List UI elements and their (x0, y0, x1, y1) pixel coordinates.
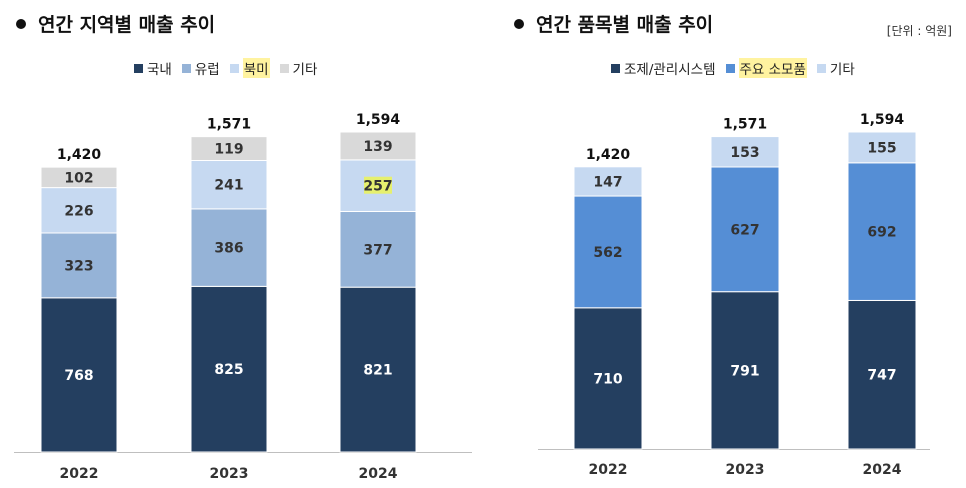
legend-region: 국내 유럽 북미 기타 (134, 58, 327, 78)
legend-label: 조제/관리시스템 (624, 62, 716, 78)
data-label: 139 (363, 139, 392, 155)
bar-segment (339, 131, 417, 161)
data-label: 692 (867, 225, 896, 241)
data-label: 323 (64, 258, 93, 274)
bullet-icon (16, 18, 26, 29)
chart-title-product: 연간 품목별 매출 추이 (514, 10, 713, 37)
chart-title: 연간 품목별 매출 추이 (536, 14, 714, 36)
legend-swatch (181, 63, 191, 73)
x-tick-label: 2023 (210, 466, 249, 482)
legend-item: 국내 (134, 58, 172, 78)
bar-segment (710, 166, 780, 293)
data-label: 562 (593, 245, 622, 261)
data-label: 155 (867, 140, 896, 156)
legend-item: 조제/관리시스템 (611, 58, 716, 78)
legend-label: 주요 소모품 (738, 58, 807, 78)
bar-segment (847, 162, 917, 301)
bar-segment (190, 285, 268, 453)
legend-item: 북미 (229, 58, 270, 78)
bar-segment (573, 166, 643, 197)
unit-label: [단위 : 억원] (886, 24, 952, 38)
bar-segment (339, 286, 417, 453)
data-label: 226 (64, 203, 93, 219)
total-label: 1,594 (356, 112, 401, 128)
data-label: 377 (363, 242, 392, 258)
bar-segment (847, 299, 917, 450)
bullet-icon (514, 18, 524, 29)
bar-segment (190, 208, 268, 287)
x-tick-label: 2024 (359, 466, 398, 482)
legend-label: 유럽 (194, 62, 220, 78)
legend-label: 북미 (242, 58, 270, 78)
bar-segment (190, 136, 268, 162)
total-label: 1,420 (57, 147, 102, 163)
x-tick-label: 2023 (726, 462, 765, 478)
data-label: 768 (64, 368, 93, 384)
bar-segment (710, 136, 780, 168)
label-highlight (364, 176, 392, 194)
chart-region-plot: 768 323 226 102 1,420 2022 825 386 241 119 1,571 20… (14, 112, 472, 482)
legend-swatch (279, 63, 289, 73)
chart-product-plot: 710 562 147 1,420 2022 791 627 153 1,571 2023 747 6… (538, 112, 930, 478)
legend-swatch (611, 63, 620, 73)
total-label: 1,594 (860, 112, 905, 128)
bar-segment (190, 160, 268, 210)
data-label: 791 (730, 363, 759, 379)
bar-segment (573, 195, 643, 309)
legend-item: 기타 (816, 58, 855, 78)
legend-item: 유럽 (181, 58, 220, 78)
data-label: 386 (214, 241, 243, 257)
legend-swatch (725, 63, 735, 73)
data-label: 257 (363, 179, 392, 195)
data-label: 147 (593, 174, 622, 190)
data-label: 102 (64, 170, 93, 186)
bar-segment (573, 307, 643, 450)
total-label: 1,571 (723, 117, 767, 133)
bar-segment (40, 232, 118, 299)
legend-label: 국내 (147, 62, 172, 78)
x-tick-label: 2022 (60, 466, 99, 482)
chart-title-region: 연간 지역별 매출 추이 (16, 10, 215, 37)
bar-segment (847, 131, 917, 164)
data-label: 821 (363, 363, 392, 379)
data-label: 241 (214, 178, 243, 194)
data-label: 153 (730, 145, 759, 161)
data-label: 627 (730, 222, 759, 238)
data-label: 825 (214, 362, 243, 378)
legend-product: 조제/관리시스템 주요 소모품 기타 (611, 58, 865, 78)
legend-swatch (134, 63, 143, 73)
total-label: 1,420 (586, 147, 631, 163)
data-label: 747 (867, 368, 896, 384)
total-label: 1,571 (207, 117, 251, 133)
chart-title: 연간 지역별 매출 추이 (38, 14, 216, 36)
legend-label: 기타 (292, 62, 318, 78)
x-tick-label: 2022 (589, 462, 628, 478)
data-label: 119 (214, 142, 243, 158)
bar-segment (40, 166, 118, 189)
legend-item: 주요 소모품 (725, 58, 807, 78)
legend-swatch (816, 63, 826, 73)
data-label: 710 (593, 371, 622, 387)
legend-swatch (229, 63, 239, 73)
legend-label: 기타 (829, 62, 855, 78)
x-tick-label: 2024 (863, 462, 902, 478)
legend-item: 기타 (279, 58, 318, 78)
bar-segment (40, 297, 118, 453)
bar-segment (710, 291, 780, 450)
